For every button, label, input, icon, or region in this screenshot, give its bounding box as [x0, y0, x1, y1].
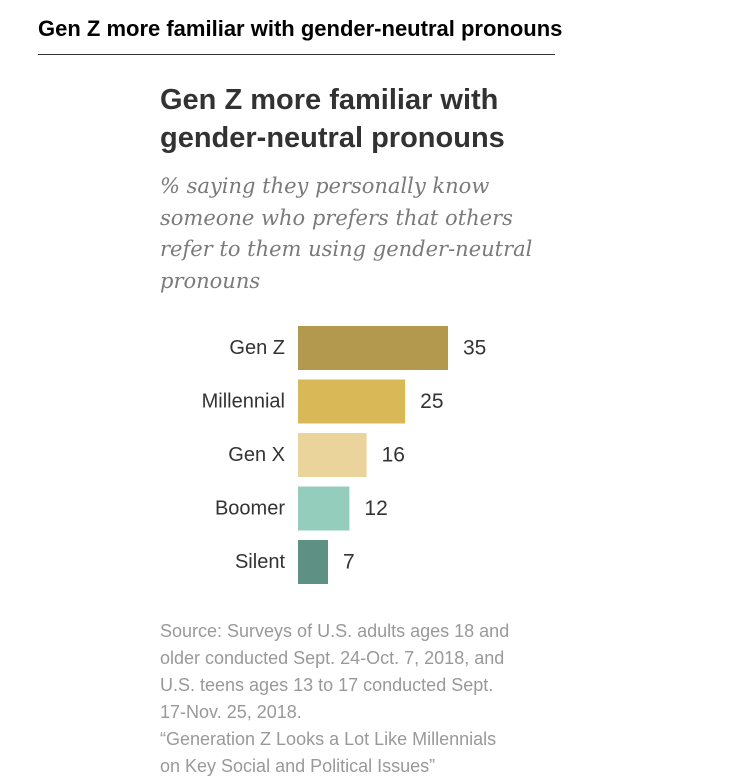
bar-silent [298, 540, 328, 584]
source-line: 17-Nov. 25, 2018. [160, 702, 302, 722]
source-line: Source: Surveys of U.S. adults ages 18 a… [160, 621, 510, 641]
header-divider [38, 54, 555, 55]
value-label: 35 [463, 337, 486, 360]
source-line: “Generation Z Looks a Lot Like Millennia… [160, 729, 497, 749]
value-label: 16 [382, 444, 405, 467]
bar-gen-x [298, 433, 367, 477]
page-title: Gen Z more familiar with gender-neutral … [38, 16, 563, 41]
category-label: Gen Z [229, 337, 285, 359]
source-line: older conducted Sept. 24-Oct. 7, 2018, a… [160, 648, 505, 668]
bar-millennial [298, 379, 406, 424]
category-label: Silent [235, 551, 285, 573]
source-note: Source: Surveys of U.S. adults ages 18 a… [160, 618, 580, 780]
category-label: Boomer [215, 498, 285, 520]
value-label: 25 [420, 390, 443, 413]
bar-gen-z [298, 326, 448, 370]
value-label: 7 [343, 551, 355, 574]
bar-boomer [298, 486, 350, 531]
chart-title: Gen Z more familiar with gender-neutral … [160, 81, 580, 157]
source-line: on Key Social and Political Issues” [160, 756, 436, 776]
source-line: U.S. teens ages 13 to 17 conducted Sept. [160, 675, 494, 695]
category-label: Millennial [202, 391, 285, 413]
bar-chart: Gen Z 35 Millennial 25 Gen X 16 Boomer 12 Silent… [202, 326, 486, 584]
chart-subtitle-line-4: pronouns [160, 268, 261, 293]
chart-subtitle-line-1: % saying they personally know [160, 174, 490, 198]
chart-title-line-1: Gen Z more familiar with [160, 84, 499, 116]
category-label: Gen X [228, 444, 285, 466]
chart-title-line-2: gender-neutral pronouns [160, 122, 505, 154]
chart-subtitle: % saying they personally know someone wh… [160, 171, 560, 297]
value-label: 12 [364, 497, 387, 520]
chart-subtitle-line-3: refer to them using gender-neutral [160, 237, 533, 261]
chart-subtitle-line-2: someone who prefers that others [160, 205, 513, 230]
